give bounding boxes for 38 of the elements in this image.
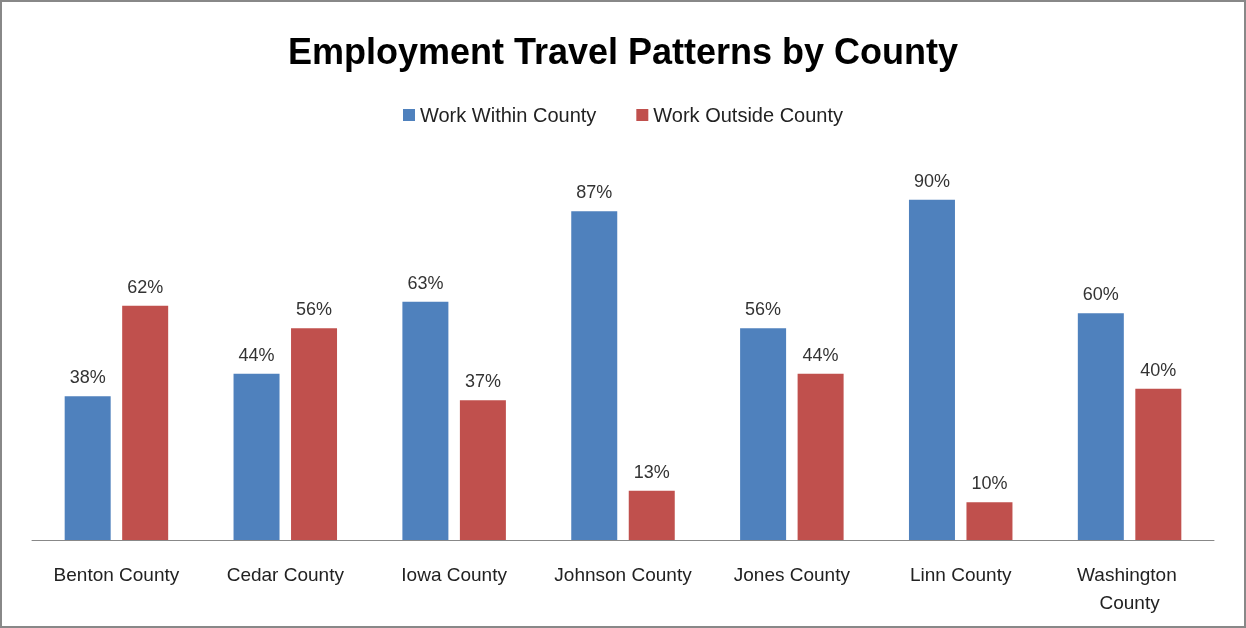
data-label: 90% — [913, 170, 950, 191]
data-label: 10% — [971, 473, 1008, 494]
bar — [740, 328, 787, 540]
bar — [1135, 388, 1182, 540]
bar — [628, 490, 675, 540]
data-label: 37% — [464, 371, 501, 392]
x-tick-label: Jones County — [733, 563, 851, 585]
bar — [402, 301, 449, 540]
bar — [966, 502, 1013, 540]
bar — [233, 373, 280, 540]
data-label: 62% — [127, 276, 164, 297]
data-label: 44% — [238, 344, 275, 365]
x-tick-label: Johnson County — [554, 563, 693, 585]
bar — [122, 305, 169, 540]
x-tick-label: Linn County — [910, 563, 1012, 585]
data-label: 40% — [1140, 359, 1177, 380]
bar — [291, 328, 338, 540]
data-label: 63% — [407, 272, 444, 293]
x-tick-label: Cedar County — [226, 563, 345, 585]
data-label: 56% — [296, 299, 333, 320]
chart-title: Employment Travel Patterns by County — [287, 30, 959, 72]
data-label: 38% — [69, 367, 106, 388]
bar — [571, 211, 618, 540]
data-label: 87% — [576, 182, 613, 203]
bar — [797, 373, 844, 540]
data-label: 60% — [1082, 284, 1119, 305]
bar — [459, 400, 506, 540]
x-tick-label: Iowa County — [401, 563, 508, 585]
legend-label: Work Within County — [419, 104, 597, 126]
data-label: 44% — [802, 344, 839, 365]
x-tick-label: Benton County — [53, 563, 180, 585]
bar — [1077, 313, 1124, 540]
bar — [64, 396, 111, 540]
x-tick-label: Washington County — [1077, 563, 1183, 613]
bar — [908, 199, 955, 540]
legend-label: Work Outside County — [653, 104, 844, 126]
data-label: 13% — [633, 461, 670, 482]
data-label: 56% — [745, 299, 782, 320]
